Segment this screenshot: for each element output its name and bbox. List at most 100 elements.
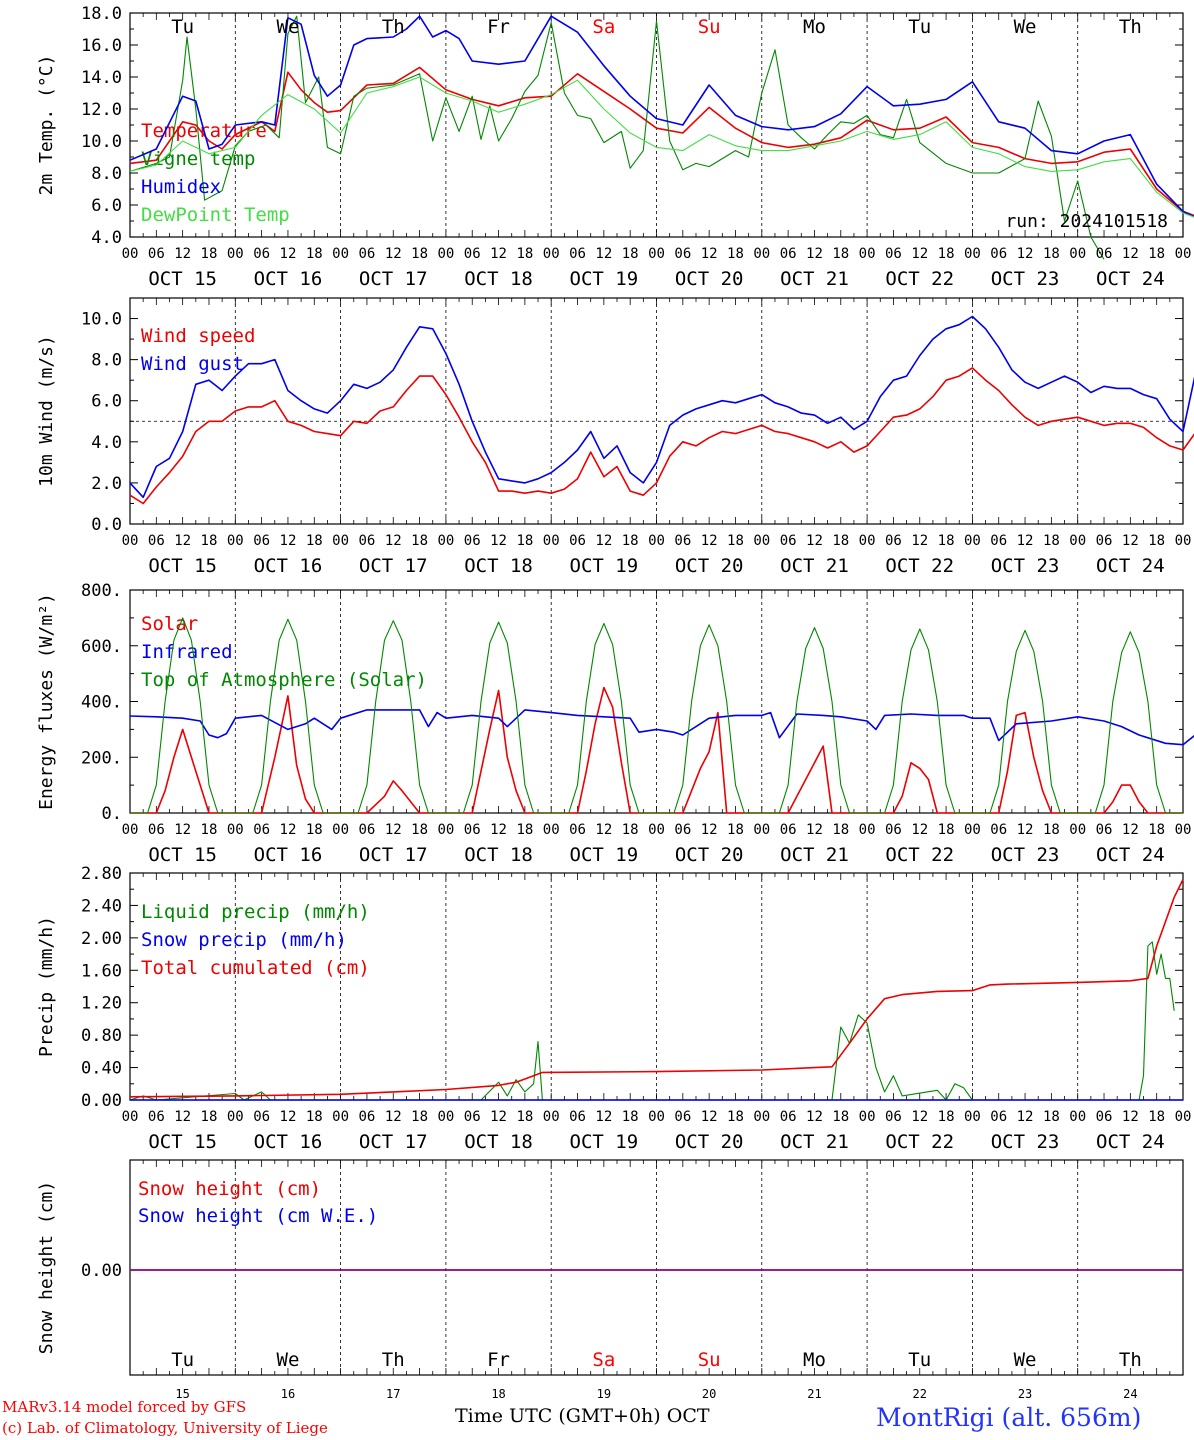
- panel5-weekday-label: We: [277, 1349, 300, 1371]
- panel4-hour-label: 12: [911, 1109, 928, 1125]
- panel4-hour-label: 00: [964, 1109, 981, 1125]
- panel3-hour-label: 06: [358, 822, 375, 838]
- panel5-y-axis-label: Snow height (cm): [36, 1181, 57, 1354]
- panel5-weekday-label: Tu: [171, 1349, 194, 1371]
- panel4-hour-label: 18: [727, 1109, 744, 1125]
- panel2-hour-label: 06: [990, 533, 1007, 549]
- panel1-hour-label: 06: [464, 246, 481, 262]
- panel2-y-tick-label: 4.0: [91, 433, 122, 453]
- panel2-hour-label: 12: [701, 533, 718, 549]
- panel2-date-label: OCT 17: [359, 555, 428, 577]
- panel4-hour-label: 12: [595, 1109, 612, 1125]
- panel4-hour-label: 00: [753, 1109, 770, 1125]
- panel1-y-tick-label: 16.0: [81, 36, 122, 56]
- panel4-date-label: OCT 17: [359, 1131, 428, 1153]
- panel2-hour-label: 00: [859, 533, 876, 549]
- panel1-date-label: OCT 17: [359, 268, 428, 290]
- panel4-hour-label: 06: [1096, 1109, 1113, 1125]
- panel5-day-number: 18: [491, 1387, 505, 1401]
- panel3-hour-label: 06: [885, 822, 902, 838]
- panel1-hour-label: 06: [569, 246, 586, 262]
- panel2-y-tick-label: 2.0: [91, 474, 122, 494]
- panel4-hour-label: 12: [1122, 1109, 1139, 1125]
- panel1-hour-label: 06: [148, 246, 165, 262]
- panel1-y-tick-label: 18.0: [81, 4, 122, 24]
- panel4-hour-label: 18: [1148, 1109, 1165, 1125]
- panel3-hour-label: 00: [859, 822, 876, 838]
- panel4-hour-label: 18: [411, 1109, 428, 1125]
- panel4-hour-label: 18: [938, 1109, 955, 1125]
- panel3-hour-label: 00: [122, 822, 139, 838]
- panel2-hour-label: 12: [490, 533, 507, 549]
- panel4-hour-label: 00: [1175, 1109, 1192, 1125]
- panel4-hour-label: 12: [385, 1109, 402, 1125]
- panel1-hour-label: 12: [280, 246, 297, 262]
- panel2-hour-label: 00: [543, 533, 560, 549]
- panel1-series-humidex-line: [129, 15, 1194, 218]
- panel2-hour-label: 06: [674, 533, 691, 549]
- panel5-day-number: 21: [807, 1387, 821, 1401]
- panel2-hour-label: 18: [411, 533, 428, 549]
- panel1-y-axis-label: 2m Temp. (°C): [36, 55, 57, 196]
- panel3-hour-label: 18: [938, 822, 955, 838]
- panel3-hour-label: 18: [411, 822, 428, 838]
- panel4-y-tick-label: 2.40: [81, 896, 122, 916]
- panel3-hour-label: 18: [201, 822, 218, 838]
- panel3-hour-label: 06: [1096, 822, 1113, 838]
- panel2-y-tick-label: 8.0: [91, 351, 122, 371]
- panel2-date-label: OCT 19: [570, 555, 639, 577]
- panel3-hour-label: 00: [753, 822, 770, 838]
- panel1-hour-label: 18: [411, 246, 428, 262]
- panel2-hour-label: 00: [437, 533, 454, 549]
- panel2-date-label: OCT 18: [464, 555, 533, 577]
- panel4-hour-label: 12: [1017, 1109, 1034, 1125]
- panel4-legend-item: Liquid precip (mm/h): [141, 901, 370, 923]
- panel1-hour-label: 18: [938, 246, 955, 262]
- panel5-weekday-label: We: [1014, 1349, 1037, 1371]
- panel4-hour-label: 00: [1069, 1109, 1086, 1125]
- panel3-hour-label: 18: [727, 822, 744, 838]
- panel5-y-tick-label: 0.00: [81, 1261, 122, 1281]
- panel3-hour-label: 18: [1043, 822, 1060, 838]
- panel4-legend-item: Snow precip (mm/h): [141, 929, 347, 951]
- panel1-hour-label: 12: [1122, 246, 1139, 262]
- panel1-hour-label: 18: [516, 246, 533, 262]
- panel3-series-top-of-atmosphere-solar--line: [130, 617, 1183, 814]
- panel3-date-label: OCT 20: [675, 844, 744, 866]
- x-axis-title-text: Time UTC (GMT+0h): [455, 1405, 661, 1427]
- panel1-hour-label: 06: [990, 246, 1007, 262]
- panel4-y-tick-label: 2.00: [81, 929, 122, 949]
- panel3-hour-label: 00: [227, 822, 244, 838]
- panel2-hour-label: 12: [911, 533, 928, 549]
- panel1-hour-label: 12: [174, 246, 191, 262]
- panel5-day-number: 23: [1018, 1387, 1032, 1401]
- panel1-hour-label: 06: [780, 246, 797, 262]
- panel3-legend-item: Top of Atmosphere (Solar): [141, 669, 427, 691]
- panel5-day-number: 19: [597, 1387, 611, 1401]
- panel1-hour-label: 18: [1043, 246, 1060, 262]
- panel3-hour-label: 18: [1148, 822, 1165, 838]
- panel4-hour-label: 00: [648, 1109, 665, 1125]
- panel3-hour-label: 18: [516, 822, 533, 838]
- panel2-hour-label: 12: [806, 533, 823, 549]
- panel2-hour-label: 06: [358, 533, 375, 549]
- panel3-date-label: OCT 17: [359, 844, 428, 866]
- panel3-hour-label: 00: [648, 822, 665, 838]
- panel4-y-tick-label: 0.40: [81, 1059, 122, 1079]
- panel1-hour-label: 12: [701, 246, 718, 262]
- panel4-hour-label: 18: [516, 1109, 533, 1125]
- panel2-legend-item: Wind gust: [141, 353, 244, 375]
- panel4-hour-label: 06: [674, 1109, 691, 1125]
- panel2-hour-label: 06: [148, 533, 165, 549]
- panel2-hour-label: 00: [227, 533, 244, 549]
- panel2-hour-label: 00: [1069, 533, 1086, 549]
- panel3-hour-label: 12: [1017, 822, 1034, 838]
- panel1-series-vigne-temp-line: [129, 15, 1105, 260]
- panel4-hour-label: 00: [332, 1109, 349, 1125]
- panel1-date-label: OCT 23: [991, 268, 1060, 290]
- panel1-weekday-label: Fr: [487, 16, 510, 38]
- panel3-hour-label: 00: [1175, 822, 1192, 838]
- panel1-weekday-label: Th: [382, 16, 405, 38]
- panel4-y-tick-label: 2.80: [81, 864, 122, 884]
